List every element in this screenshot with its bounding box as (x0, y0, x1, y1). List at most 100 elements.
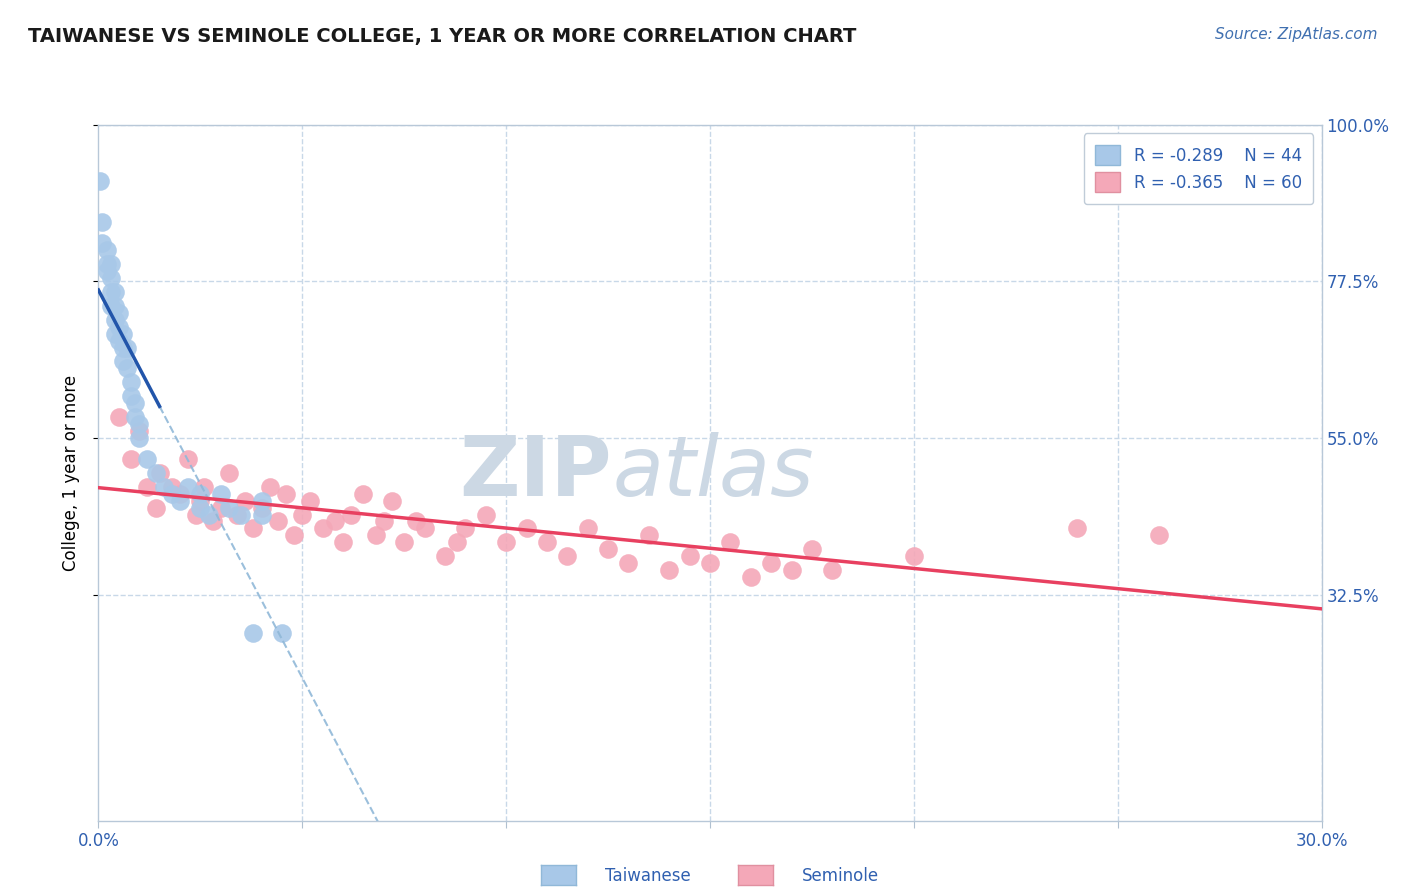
Point (381, 493, 404, 508)
Point (104, 326, 127, 341)
Point (104, 299, 127, 313)
Point (720, 535, 742, 549)
Point (340, 508, 363, 522)
Point (177, 451, 200, 466)
Point (108, 319, 131, 334)
Point (299, 493, 322, 508)
Point (145, 500, 167, 515)
Point (124, 396, 146, 410)
Point (323, 515, 346, 529)
Point (188, 493, 212, 508)
Point (108, 334, 131, 348)
Point (233, 493, 256, 508)
Point (188, 500, 212, 515)
Point (226, 508, 249, 522)
Point (152, 480, 174, 494)
Point (108, 306, 131, 320)
Point (218, 500, 240, 515)
Point (100, 271, 122, 285)
Point (89, 173, 111, 187)
Point (209, 486, 232, 500)
Point (259, 480, 281, 494)
Point (100, 299, 122, 313)
Point (124, 410, 146, 425)
Point (434, 549, 457, 564)
Point (111, 354, 134, 368)
Point (242, 521, 264, 535)
Point (250, 500, 273, 515)
Point (177, 480, 200, 494)
Point (474, 508, 498, 522)
Point (91, 236, 114, 251)
Point (96, 243, 118, 257)
Point (120, 376, 142, 390)
Point (576, 521, 599, 535)
Text: Source: ZipAtlas.com: Source: ZipAtlas.com (1215, 27, 1378, 42)
Point (801, 542, 824, 557)
Point (128, 417, 150, 431)
Point (104, 312, 127, 326)
Point (111, 341, 134, 355)
Point (740, 570, 762, 584)
Point (104, 285, 127, 299)
Point (111, 326, 134, 341)
Point (128, 424, 150, 438)
Point (169, 493, 191, 508)
Point (352, 486, 374, 500)
Point (193, 480, 215, 494)
Point (270, 625, 294, 640)
Point (392, 535, 416, 549)
Point (136, 480, 159, 494)
Point (250, 508, 273, 522)
Point (186, 508, 208, 522)
Point (267, 515, 290, 529)
Point (160, 486, 183, 500)
Text: Seminole: Seminole (801, 867, 879, 885)
Point (96, 264, 118, 278)
Point (231, 508, 253, 522)
Point (332, 535, 354, 549)
Point (100, 257, 122, 271)
Point (536, 535, 558, 549)
Point (1066, 521, 1088, 535)
Point (169, 486, 191, 500)
Point (761, 556, 783, 570)
Point (454, 521, 477, 535)
Point (1147, 528, 1170, 542)
Point (91, 215, 114, 229)
Point (149, 466, 172, 480)
Point (903, 549, 925, 564)
Point (108, 410, 131, 425)
Point (557, 549, 579, 564)
Point (699, 556, 721, 570)
Point (201, 515, 224, 529)
Text: ZIP: ZIP (460, 433, 612, 513)
Point (821, 563, 844, 577)
Point (274, 486, 297, 500)
Point (250, 493, 273, 508)
Point (115, 361, 138, 376)
Point (120, 451, 142, 466)
Point (100, 285, 122, 299)
Text: TAIWANESE VS SEMINOLE COLLEGE, 1 YEAR OR MORE CORRELATION CHART: TAIWANESE VS SEMINOLE COLLEGE, 1 YEAR OR… (28, 27, 856, 45)
Y-axis label: College, 1 year or more: College, 1 year or more (62, 375, 80, 571)
Point (413, 521, 436, 535)
Point (218, 466, 240, 480)
Point (283, 528, 305, 542)
Point (780, 563, 803, 577)
Text: atlas: atlas (612, 433, 814, 513)
Point (145, 466, 167, 480)
Point (679, 549, 702, 564)
Point (197, 508, 219, 522)
Point (638, 528, 661, 542)
Point (373, 515, 395, 529)
Point (96, 257, 118, 271)
Point (136, 451, 159, 466)
Point (598, 542, 620, 557)
Point (516, 521, 538, 535)
Point (405, 515, 427, 529)
Legend: R = -0.289    N = 44, R = -0.365    N = 60: R = -0.289 N = 44, R = -0.365 N = 60 (1084, 133, 1313, 204)
Text: Taiwanese: Taiwanese (605, 867, 690, 885)
Point (658, 563, 681, 577)
Point (188, 486, 212, 500)
